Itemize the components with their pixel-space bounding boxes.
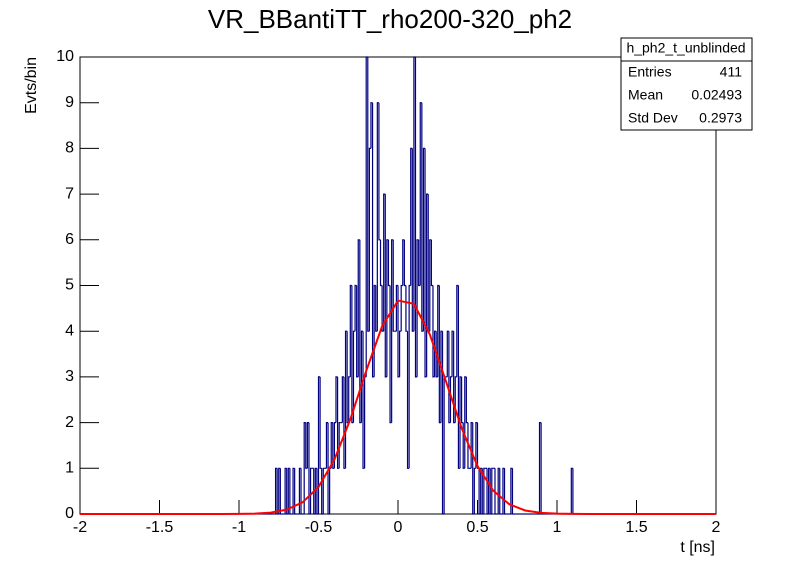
stats-value: 0.2973 xyxy=(699,110,742,126)
y-tick-label: 6 xyxy=(65,231,74,248)
stats-frame xyxy=(620,37,753,131)
stats-label: Entries xyxy=(628,64,672,80)
x-tick-label: 2 xyxy=(712,519,721,536)
histogram-bin xyxy=(499,468,502,515)
histogram-bin xyxy=(309,467,313,514)
y-axis-label: Evts/bin xyxy=(23,57,40,114)
histogram-bin xyxy=(540,422,543,515)
y-tick-label: 7 xyxy=(65,185,74,202)
y-tick-label: 1 xyxy=(65,460,74,477)
y-tick-label: 4 xyxy=(65,322,74,339)
stats-label: Mean xyxy=(628,87,663,103)
stats-value: 411 xyxy=(720,64,743,80)
histogram-bin xyxy=(511,468,515,515)
x-tick-label: -2 xyxy=(73,519,87,536)
y-tick-label: 8 xyxy=(65,140,74,157)
histogram-bin xyxy=(279,468,282,515)
y-tick-label: 0 xyxy=(65,505,74,522)
y-tick-label: 5 xyxy=(65,277,74,294)
y-tick-label: 10 xyxy=(56,48,74,65)
histogram-bin xyxy=(503,468,507,515)
histogram-bin xyxy=(483,467,486,514)
x-tick-label: -1.5 xyxy=(146,519,174,536)
stats-box: h_ph2_t_unblinded Entries 411 Mean 0.02493 S… xyxy=(620,37,753,131)
chart-title: VR_BBantiTT_rho200-320_ph2 xyxy=(208,4,572,34)
x-tick-label: -0.5 xyxy=(305,519,333,536)
histogram-bin xyxy=(494,468,497,515)
x-tick-label: 1 xyxy=(553,519,562,536)
histogram-bin xyxy=(294,468,297,515)
histogram-bin xyxy=(289,468,292,515)
x-axis-label: t [ns] xyxy=(680,539,715,556)
histogram-bin xyxy=(467,422,470,469)
x-tick-label: 0 xyxy=(394,519,403,536)
y-tick-label: 2 xyxy=(65,414,74,431)
y-tick-label: 9 xyxy=(65,94,74,111)
histogram-bin xyxy=(491,467,494,514)
histogram-bin xyxy=(338,422,341,469)
stats-title: h_ph2_t_unblinded xyxy=(626,40,745,56)
x-tick-label: -1 xyxy=(232,519,246,536)
y-tick-label: 3 xyxy=(65,368,74,385)
x-tick-label: 1.5 xyxy=(625,519,647,536)
stats-label: Std Dev xyxy=(628,110,678,126)
stats-value: 0.02493 xyxy=(691,87,742,103)
x-tick-label: 0.5 xyxy=(466,519,488,536)
histogram-bin xyxy=(300,468,303,515)
histogram-bin xyxy=(322,467,325,514)
histogram-bin xyxy=(392,239,395,332)
fit-curve xyxy=(80,299,716,515)
